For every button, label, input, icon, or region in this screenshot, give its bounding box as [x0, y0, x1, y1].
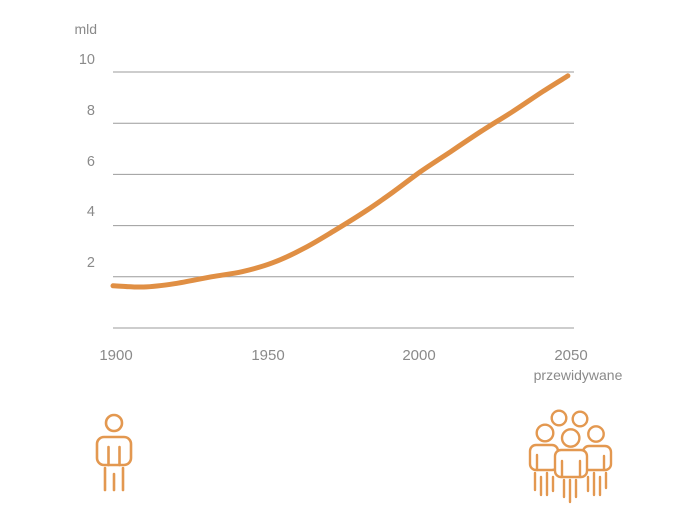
- x-tick-2050: 2050: [554, 347, 588, 364]
- y-axis-unit-label: mld: [74, 21, 97, 37]
- x-tick-2000: 2000: [402, 347, 436, 364]
- y-tick-2: 2: [86, 255, 95, 271]
- x-tick-1950: 1950: [251, 347, 285, 364]
- y-tick-6: 6: [86, 154, 95, 170]
- population-line: [110, 73, 571, 290]
- gridlines: [113, 71, 574, 329]
- crowd-icon: [518, 398, 618, 510]
- x-tick-1900: 1900: [99, 347, 133, 364]
- forecast-note-label: przewidywane: [533, 367, 623, 383]
- population-curve: [110, 73, 571, 290]
- single-person-icon: [92, 413, 136, 500]
- y-tick-8: 8: [86, 103, 95, 119]
- y-tick-10: 10: [78, 52, 95, 68]
- y-tick-4: 4: [86, 204, 95, 220]
